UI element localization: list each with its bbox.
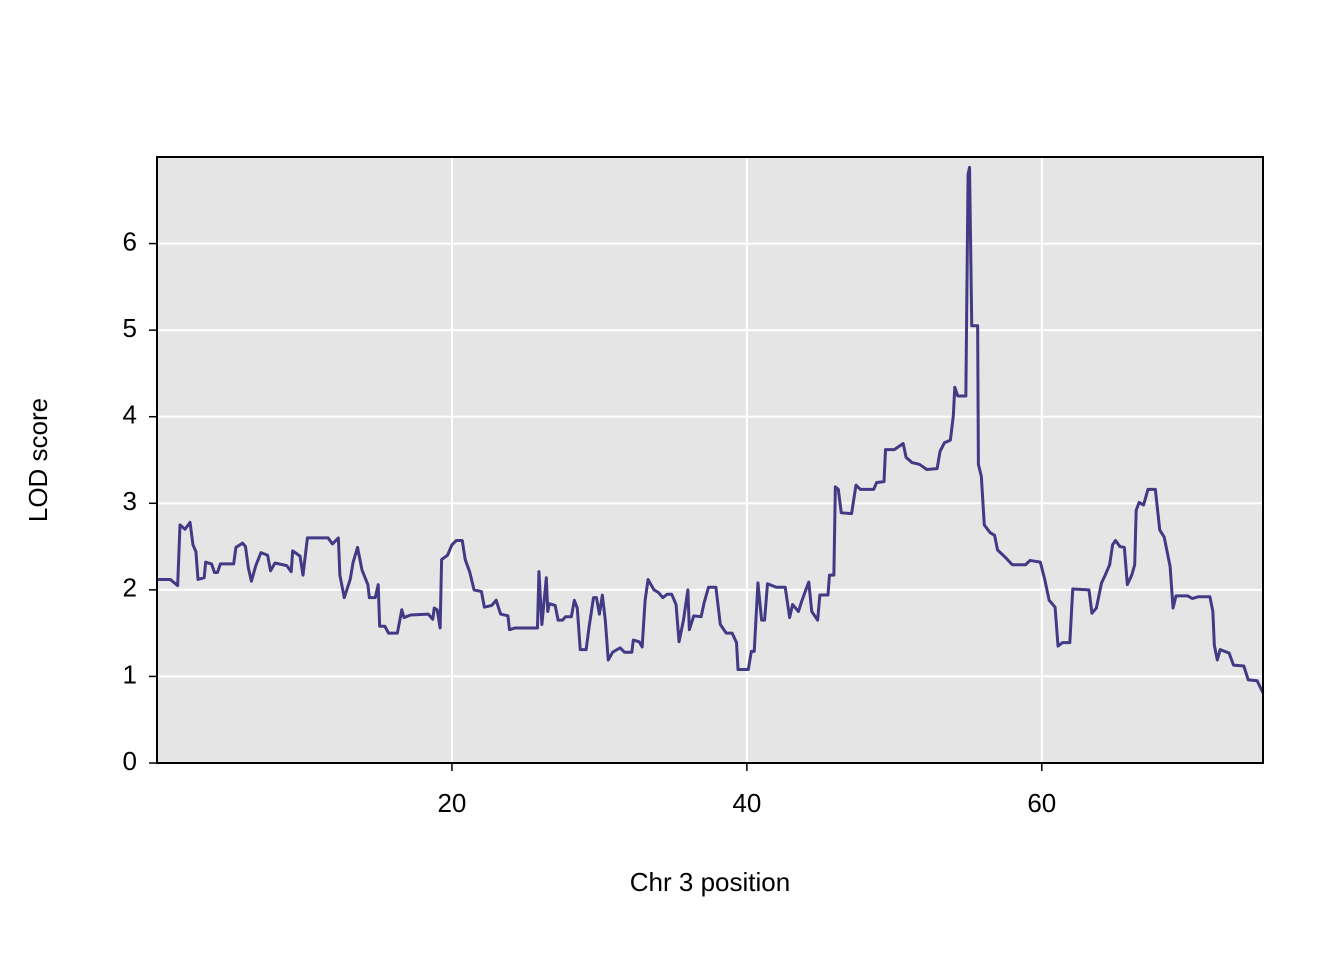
y-tick-label: 1 — [123, 659, 137, 689]
x-tick-label: 60 — [1027, 788, 1056, 818]
y-tick-label: 2 — [123, 573, 137, 603]
y-tick-label: 4 — [123, 400, 137, 430]
y-tick-label: 3 — [123, 486, 137, 516]
lod-line — [157, 165, 1265, 694]
plot-background — [157, 157, 1263, 763]
y-tick-label: 6 — [123, 226, 137, 256]
y-tick-label: 5 — [123, 313, 137, 343]
x-axis-title: Chr 3 position — [630, 867, 790, 897]
plot-frame — [156, 156, 1264, 764]
x-tick-label: 20 — [437, 788, 466, 818]
x-tick-label: 40 — [732, 788, 761, 818]
y-tick-label: 0 — [123, 746, 137, 776]
y-axis-title: LOD score — [23, 398, 53, 522]
